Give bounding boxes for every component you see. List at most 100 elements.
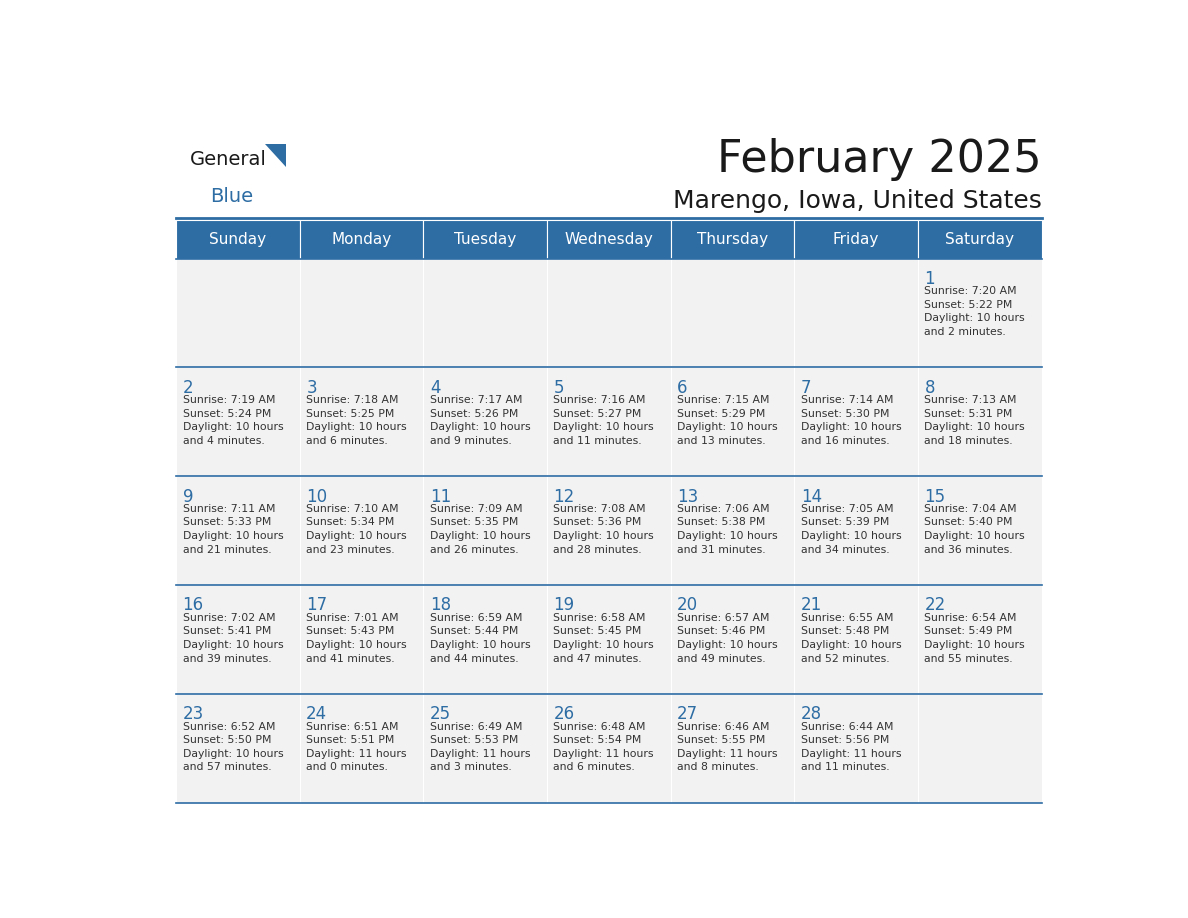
- Bar: [671, 219, 795, 259]
- Text: Sunrise: 7:10 AM
Sunset: 5:34 PM
Daylight: 10 hours
and 23 minutes.: Sunrise: 7:10 AM Sunset: 5:34 PM Dayligh…: [307, 504, 406, 554]
- Text: Sunrise: 7:09 AM
Sunset: 5:35 PM
Daylight: 10 hours
and 26 minutes.: Sunrise: 7:09 AM Sunset: 5:35 PM Dayligh…: [430, 504, 531, 554]
- Bar: [795, 476, 918, 585]
- Bar: [546, 219, 671, 259]
- Bar: [795, 219, 918, 259]
- Text: Thursday: Thursday: [697, 231, 769, 247]
- Text: Sunrise: 7:01 AM
Sunset: 5:43 PM
Daylight: 10 hours
and 41 minutes.: Sunrise: 7:01 AM Sunset: 5:43 PM Dayligh…: [307, 612, 406, 664]
- Text: Saturday: Saturday: [946, 231, 1015, 247]
- Text: 21: 21: [801, 597, 822, 614]
- Bar: [176, 585, 299, 694]
- Text: Sunrise: 7:17 AM
Sunset: 5:26 PM
Daylight: 10 hours
and 9 minutes.: Sunrise: 7:17 AM Sunset: 5:26 PM Dayligh…: [430, 395, 531, 446]
- Text: 25: 25: [430, 705, 451, 723]
- Text: 9: 9: [183, 487, 194, 506]
- Text: Sunrise: 7:19 AM
Sunset: 5:24 PM
Daylight: 10 hours
and 4 minutes.: Sunrise: 7:19 AM Sunset: 5:24 PM Dayligh…: [183, 395, 283, 446]
- Text: Wednesday: Wednesday: [564, 231, 653, 247]
- Bar: [176, 219, 299, 259]
- Text: Sunrise: 6:48 AM
Sunset: 5:54 PM
Daylight: 11 hours
and 6 minutes.: Sunrise: 6:48 AM Sunset: 5:54 PM Dayligh…: [554, 722, 653, 772]
- Text: 20: 20: [677, 597, 699, 614]
- Text: 22: 22: [924, 597, 946, 614]
- Text: 26: 26: [554, 705, 575, 723]
- Text: Sunrise: 7:08 AM
Sunset: 5:36 PM
Daylight: 10 hours
and 28 minutes.: Sunrise: 7:08 AM Sunset: 5:36 PM Dayligh…: [554, 504, 655, 554]
- Bar: [299, 585, 423, 694]
- Text: Sunrise: 6:58 AM
Sunset: 5:45 PM
Daylight: 10 hours
and 47 minutes.: Sunrise: 6:58 AM Sunset: 5:45 PM Dayligh…: [554, 612, 655, 664]
- Text: 2: 2: [183, 379, 194, 397]
- Bar: [671, 259, 795, 367]
- Text: 3: 3: [307, 379, 317, 397]
- Text: Sunrise: 7:14 AM
Sunset: 5:30 PM
Daylight: 10 hours
and 16 minutes.: Sunrise: 7:14 AM Sunset: 5:30 PM Dayligh…: [801, 395, 902, 446]
- Text: Sunrise: 7:02 AM
Sunset: 5:41 PM
Daylight: 10 hours
and 39 minutes.: Sunrise: 7:02 AM Sunset: 5:41 PM Dayligh…: [183, 612, 283, 664]
- Bar: [299, 694, 423, 803]
- Bar: [299, 259, 423, 367]
- Bar: [671, 476, 795, 585]
- Text: Sunrise: 7:13 AM
Sunset: 5:31 PM
Daylight: 10 hours
and 18 minutes.: Sunrise: 7:13 AM Sunset: 5:31 PM Dayligh…: [924, 395, 1025, 446]
- Bar: [671, 585, 795, 694]
- Text: Sunrise: 6:57 AM
Sunset: 5:46 PM
Daylight: 10 hours
and 49 minutes.: Sunrise: 6:57 AM Sunset: 5:46 PM Dayligh…: [677, 612, 778, 664]
- Text: 17: 17: [307, 597, 328, 614]
- Text: Marengo, Iowa, United States: Marengo, Iowa, United States: [672, 188, 1042, 213]
- Text: Sunrise: 7:04 AM
Sunset: 5:40 PM
Daylight: 10 hours
and 36 minutes.: Sunrise: 7:04 AM Sunset: 5:40 PM Dayligh…: [924, 504, 1025, 554]
- Bar: [918, 259, 1042, 367]
- Text: Tuesday: Tuesday: [454, 231, 517, 247]
- Bar: [795, 367, 918, 476]
- Bar: [423, 219, 546, 259]
- Text: 23: 23: [183, 705, 204, 723]
- Text: 28: 28: [801, 705, 822, 723]
- Bar: [423, 694, 546, 803]
- Text: Sunrise: 6:44 AM
Sunset: 5:56 PM
Daylight: 11 hours
and 11 minutes.: Sunrise: 6:44 AM Sunset: 5:56 PM Dayligh…: [801, 722, 902, 772]
- Text: 14: 14: [801, 487, 822, 506]
- Bar: [299, 367, 423, 476]
- Text: Sunrise: 7:11 AM
Sunset: 5:33 PM
Daylight: 10 hours
and 21 minutes.: Sunrise: 7:11 AM Sunset: 5:33 PM Dayligh…: [183, 504, 283, 554]
- Text: 5: 5: [554, 379, 564, 397]
- Text: Sunday: Sunday: [209, 231, 266, 247]
- Polygon shape: [265, 144, 285, 167]
- Bar: [176, 367, 299, 476]
- Text: 1: 1: [924, 270, 935, 288]
- Bar: [176, 259, 299, 367]
- Text: Sunrise: 7:16 AM
Sunset: 5:27 PM
Daylight: 10 hours
and 11 minutes.: Sunrise: 7:16 AM Sunset: 5:27 PM Dayligh…: [554, 395, 655, 446]
- Bar: [546, 259, 671, 367]
- Bar: [795, 259, 918, 367]
- Text: Sunrise: 6:54 AM
Sunset: 5:49 PM
Daylight: 10 hours
and 55 minutes.: Sunrise: 6:54 AM Sunset: 5:49 PM Dayligh…: [924, 612, 1025, 664]
- Text: 15: 15: [924, 487, 946, 506]
- Bar: [546, 694, 671, 803]
- Bar: [299, 219, 423, 259]
- Text: Sunrise: 7:20 AM
Sunset: 5:22 PM
Daylight: 10 hours
and 2 minutes.: Sunrise: 7:20 AM Sunset: 5:22 PM Dayligh…: [924, 286, 1025, 337]
- Bar: [918, 585, 1042, 694]
- Text: Sunrise: 6:55 AM
Sunset: 5:48 PM
Daylight: 10 hours
and 52 minutes.: Sunrise: 6:55 AM Sunset: 5:48 PM Dayligh…: [801, 612, 902, 664]
- Bar: [918, 694, 1042, 803]
- Text: 10: 10: [307, 487, 328, 506]
- Bar: [423, 259, 546, 367]
- Bar: [671, 694, 795, 803]
- Text: 19: 19: [554, 597, 575, 614]
- Bar: [423, 476, 546, 585]
- Text: 4: 4: [430, 379, 441, 397]
- Bar: [918, 219, 1042, 259]
- Bar: [176, 476, 299, 585]
- Bar: [546, 476, 671, 585]
- Bar: [795, 694, 918, 803]
- Text: General: General: [190, 151, 267, 169]
- Text: 16: 16: [183, 597, 203, 614]
- Bar: [671, 367, 795, 476]
- Bar: [423, 367, 546, 476]
- Text: 8: 8: [924, 379, 935, 397]
- Text: 18: 18: [430, 597, 451, 614]
- Bar: [176, 694, 299, 803]
- Text: Sunrise: 6:59 AM
Sunset: 5:44 PM
Daylight: 10 hours
and 44 minutes.: Sunrise: 6:59 AM Sunset: 5:44 PM Dayligh…: [430, 612, 531, 664]
- Text: 24: 24: [307, 705, 328, 723]
- Text: Sunrise: 7:06 AM
Sunset: 5:38 PM
Daylight: 10 hours
and 31 minutes.: Sunrise: 7:06 AM Sunset: 5:38 PM Dayligh…: [677, 504, 778, 554]
- Bar: [546, 367, 671, 476]
- Text: Sunrise: 6:49 AM
Sunset: 5:53 PM
Daylight: 11 hours
and 3 minutes.: Sunrise: 6:49 AM Sunset: 5:53 PM Dayligh…: [430, 722, 530, 772]
- Text: Sunrise: 7:18 AM
Sunset: 5:25 PM
Daylight: 10 hours
and 6 minutes.: Sunrise: 7:18 AM Sunset: 5:25 PM Dayligh…: [307, 395, 406, 446]
- Text: 6: 6: [677, 379, 688, 397]
- Bar: [795, 585, 918, 694]
- Text: February 2025: February 2025: [716, 138, 1042, 181]
- Text: 13: 13: [677, 487, 699, 506]
- Text: Sunrise: 7:15 AM
Sunset: 5:29 PM
Daylight: 10 hours
and 13 minutes.: Sunrise: 7:15 AM Sunset: 5:29 PM Dayligh…: [677, 395, 778, 446]
- Text: 12: 12: [554, 487, 575, 506]
- Bar: [918, 367, 1042, 476]
- Bar: [546, 585, 671, 694]
- Text: 11: 11: [430, 487, 451, 506]
- Text: Sunrise: 7:05 AM
Sunset: 5:39 PM
Daylight: 10 hours
and 34 minutes.: Sunrise: 7:05 AM Sunset: 5:39 PM Dayligh…: [801, 504, 902, 554]
- Text: Friday: Friday: [833, 231, 879, 247]
